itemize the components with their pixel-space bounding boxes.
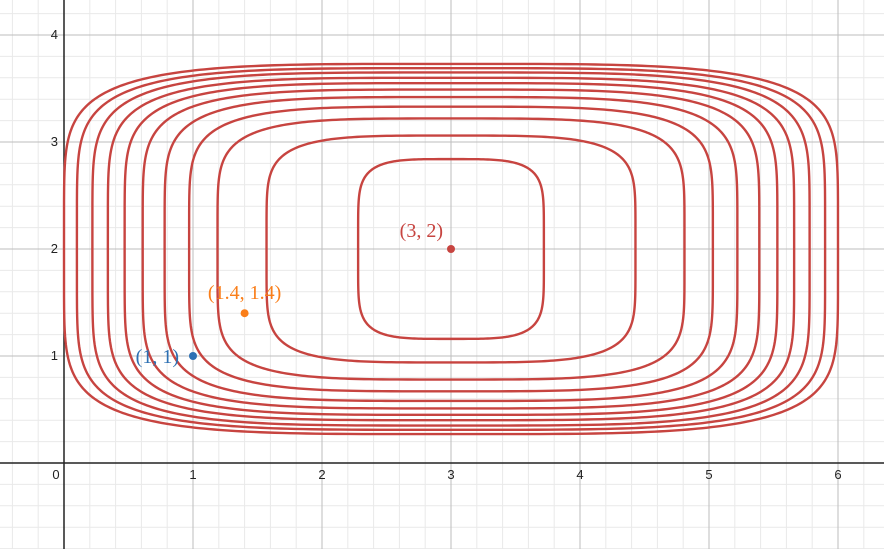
x-tick-label: 5: [705, 467, 712, 482]
data-point[interactable]: [189, 352, 197, 360]
tick-labels: 0 1 2 3 4 5 6 1 2 3 4: [51, 27, 842, 482]
point-label: (3, 2): [400, 220, 443, 242]
data-points: (3, 2) (1.4, 1.4) (1, 1): [136, 220, 455, 368]
point-label: (1.4, 1.4): [208, 282, 281, 304]
data-point[interactable]: [447, 245, 455, 253]
contour-curve: [216, 117, 686, 381]
x-tick-label: 6: [834, 467, 841, 482]
contour-curve: [265, 134, 637, 364]
y-tick-label: 3: [51, 134, 58, 149]
contour-curve: [75, 66, 827, 432]
contour-curve: [163, 95, 739, 403]
x-tick-label: 1: [189, 467, 196, 482]
contour-curve: [106, 76, 796, 422]
y-tick-label: 2: [51, 241, 58, 256]
y-tick-label: 1: [51, 348, 58, 363]
contour-curves: [62, 62, 840, 436]
x-tick-label: 4: [576, 467, 583, 482]
data-point[interactable]: [240, 309, 249, 318]
contour-curve: [141, 88, 761, 410]
contour-curve: [187, 105, 715, 393]
point-label: (1, 1): [136, 346, 179, 368]
contour-curve: [62, 62, 840, 436]
x-tick-label: 0: [52, 467, 59, 482]
contour-curve: [356, 157, 546, 341]
x-tick-label: 2: [318, 467, 325, 482]
x-tick-label: 3: [447, 467, 454, 482]
y-tick-label: 4: [51, 27, 58, 42]
contour-curve: [123, 81, 779, 417]
contour-curve: [91, 71, 811, 427]
